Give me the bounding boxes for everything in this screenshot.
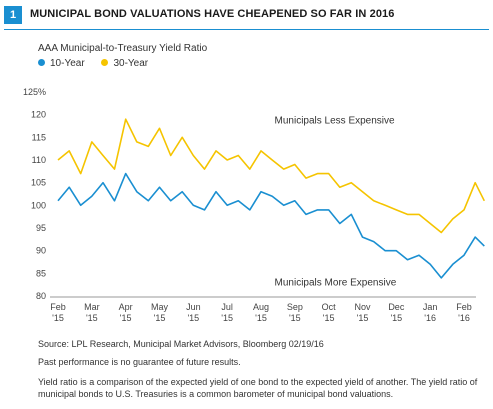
- line-chart: 80859095100105110115120125%Feb'15Mar'15A…: [23, 87, 486, 323]
- annotation-label: Municipals Less Expensive: [275, 116, 395, 127]
- x-tick-year: '15: [221, 313, 233, 323]
- y-tick-label: 90: [36, 246, 46, 256]
- x-tick-year: '15: [255, 313, 267, 323]
- x-tick-month: Dec: [388, 302, 405, 312]
- y-tick-label: 115: [32, 132, 46, 142]
- x-tick-month: May: [151, 302, 169, 312]
- y-tick-label: 105: [31, 178, 46, 188]
- y-tick-label: 120: [31, 110, 46, 120]
- legend-label-10-year: 10-Year: [50, 58, 85, 69]
- source-note: Source: LPL Research, Municipal Market A…: [38, 339, 324, 349]
- disclaimer-note: Past performance is no guarantee of futu…: [38, 357, 241, 367]
- legend-item-30-year: 30-Year: [101, 58, 148, 69]
- x-tick-year: '15: [323, 313, 335, 323]
- x-tick-month: Apr: [119, 302, 133, 312]
- x-tick-year: '15: [357, 313, 369, 323]
- x-tick-year: '15: [52, 313, 64, 323]
- x-tick-month: Feb: [50, 302, 66, 312]
- x-tick-month: Sep: [287, 302, 303, 312]
- series-line-30-year: [57, 118, 486, 234]
- chart-title: AAA Municipal-to-Treasury Yield Ratio: [38, 43, 208, 54]
- x-tick-month: Oct: [322, 302, 337, 312]
- x-tick-month: Feb: [456, 302, 472, 312]
- y-tick-label: 85: [36, 268, 46, 278]
- legend-label-30-year: 30-Year: [113, 58, 149, 69]
- series-line-10-year: [57, 172, 485, 279]
- y-tick-label: 125%: [23, 87, 46, 97]
- x-tick-month: Jan: [423, 302, 438, 312]
- legend-swatch-10-year: [38, 59, 45, 66]
- x-tick-month: Jun: [186, 302, 201, 312]
- figure-title: MUNICIPAL BOND VALUATIONS HAVE CHEAPENED…: [30, 8, 395, 20]
- x-tick-year: '15: [154, 313, 166, 323]
- x-tick-year: '16: [458, 313, 470, 323]
- y-tick-label: 95: [36, 223, 46, 233]
- y-tick-label: 80: [36, 291, 46, 301]
- x-tick-year: '16: [424, 313, 436, 323]
- y-tick-label: 110: [32, 155, 46, 165]
- y-tick-label: 100: [31, 200, 46, 210]
- x-tick-year: '15: [86, 313, 98, 323]
- definition-note: Yield ratio is a comparison of the expec…: [38, 377, 478, 399]
- x-tick-year: '15: [289, 313, 301, 323]
- legend-swatch-30-year: [101, 59, 109, 66]
- header-rule: [4, 29, 489, 30]
- legend-item-10-year: 10-Year: [38, 58, 85, 69]
- figure-header: 1 MUNICIPAL BOND VALUATIONS HAVE CHEAPEN…: [4, 6, 489, 26]
- figure-number-badge: 1: [4, 6, 22, 24]
- x-tick-month: Jul: [221, 302, 233, 312]
- x-tick-year: '15: [120, 313, 132, 323]
- x-tick-month: Aug: [253, 302, 269, 312]
- x-tick-year: '15: [187, 313, 199, 323]
- x-tick-month: Nov: [354, 302, 371, 312]
- chart-legend: 10-Year 30-Year: [38, 58, 162, 69]
- x-tick-year: '15: [390, 313, 402, 323]
- x-tick-month: Mar: [84, 302, 100, 312]
- annotation-label: Municipals More Expensive: [275, 278, 397, 289]
